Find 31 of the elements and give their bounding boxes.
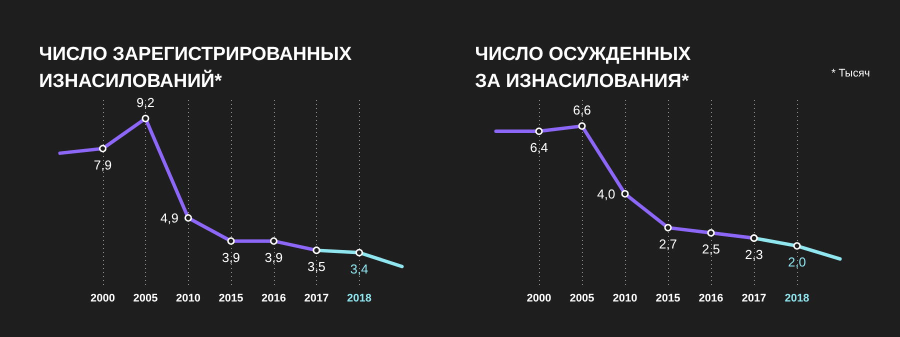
data-label: 9,2 — [136, 94, 155, 110]
x-tick-label: 2017 — [742, 292, 766, 304]
data-label: 4,0 — [597, 186, 616, 202]
x-tick-label: 2010 — [176, 292, 200, 304]
data-label: 3,9 — [222, 250, 240, 265]
data-label: 3,5 — [307, 259, 326, 274]
chart-title: ЧИСЛО ОСУЖДЕННЫХ ЗА ИЗНАСИЛОВАНИЯ* — [475, 44, 692, 92]
x-tick-label: 2005 — [133, 292, 158, 304]
x-tick-label: 2005 — [570, 292, 594, 304]
x-tick-label: 2000 — [526, 292, 552, 304]
x-tick-label: 2015 — [656, 292, 680, 304]
data-label: 2,7 — [658, 236, 678, 252]
x-tick-label: 2016 — [262, 292, 286, 304]
x-tick-label: 2018 — [784, 292, 810, 304]
data-label: 4,9 — [160, 210, 178, 226]
data-label: 6,6 — [572, 102, 592, 118]
data-label: 6,4 — [530, 140, 548, 156]
data-label: 2,0 — [788, 254, 806, 270]
chart-title: ЧИСЛО ЗАРЕГИСТРИРОВАННЫХ ИЗНАСИЛОВАНИЙ* — [39, 44, 352, 92]
data-label: 3,4 — [350, 261, 368, 276]
data-label: 2,5 — [702, 242, 720, 257]
x-tick-label: 2018 — [347, 292, 372, 304]
data-label: 2,3 — [744, 246, 764, 262]
text: * Тысяч — [831, 68, 870, 80]
data-label: 7,9 — [94, 157, 112, 172]
x-tick-label: 2010 — [612, 292, 638, 304]
x-tick-label: 2015 — [218, 292, 244, 304]
x-tick-label: 2016 — [698, 292, 724, 304]
x-tick-label: 2000 — [90, 292, 115, 304]
data-label: 3,9 — [264, 250, 283, 265]
x-tick-label: 2017 — [304, 292, 329, 304]
